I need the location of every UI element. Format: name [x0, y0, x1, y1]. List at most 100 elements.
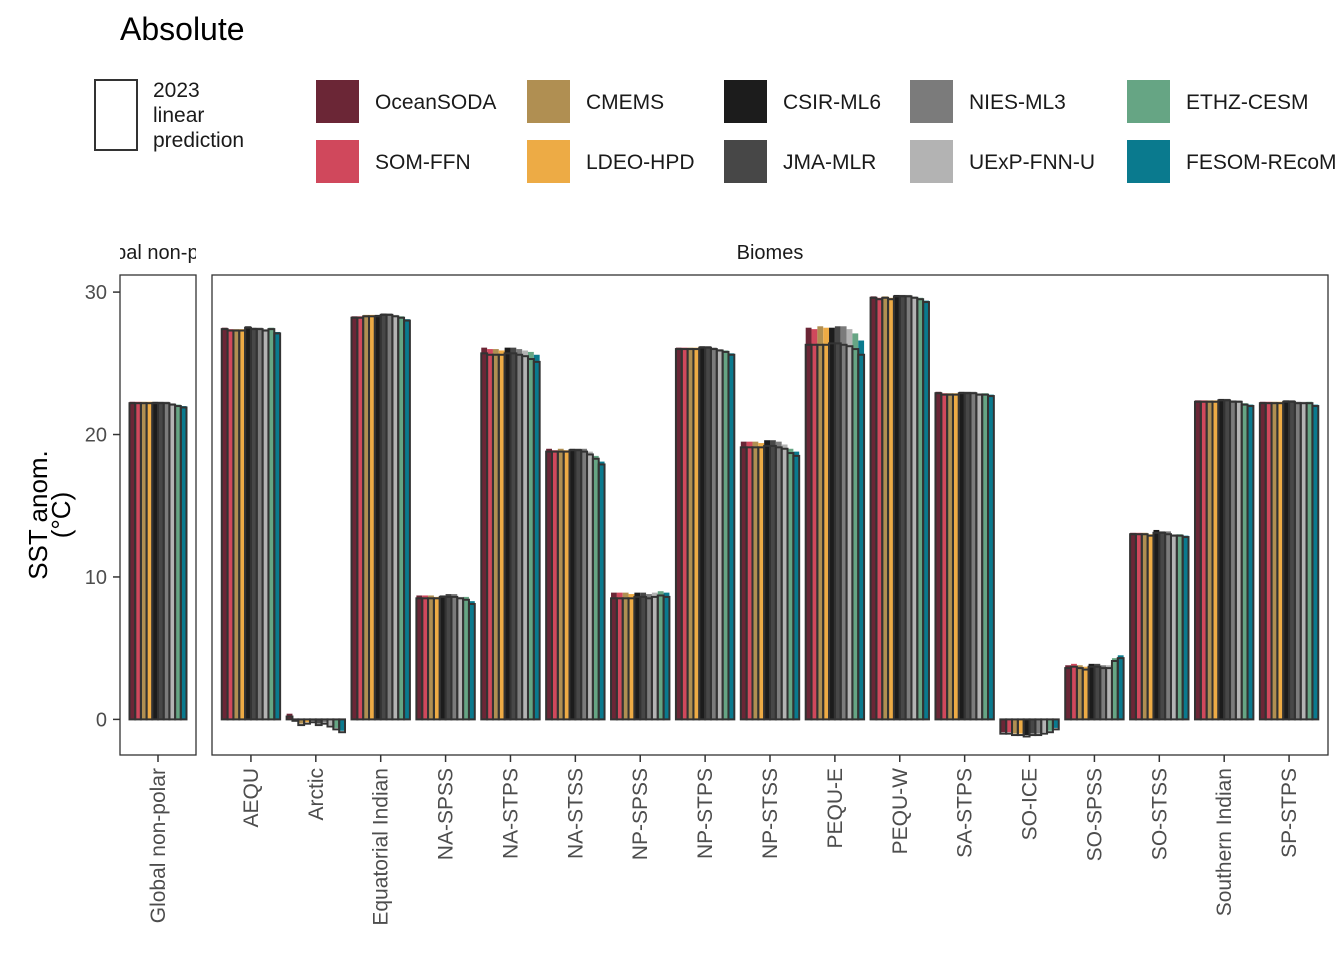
bar-actual: [363, 314, 370, 720]
bar-actual: [1065, 665, 1072, 720]
legend-label: CMEMS: [586, 91, 664, 114]
bar-actual: [752, 441, 759, 720]
bar-prediction-outline: [727, 353, 736, 721]
bar-actual: [180, 406, 187, 720]
bar-actual: [581, 448, 588, 720]
legend-swatch: [724, 80, 767, 123]
y-axis-title: SST anom. (°C): [23, 450, 76, 580]
legend-label: SOM-FFN: [375, 151, 471, 174]
bar-actual: [1247, 404, 1254, 720]
outline-legend-key: [94, 79, 138, 151]
x-tick-label: SA-STPS: [954, 768, 977, 858]
outline-legend-line1: 2023: [153, 79, 200, 102]
category-group: [934, 391, 995, 721]
bar-actual: [1006, 719, 1013, 733]
bar-actual: [374, 314, 381, 720]
bar-actual: [746, 441, 753, 720]
bar-actual: [498, 350, 505, 720]
bar-actual: [598, 461, 605, 720]
x-tick-label: SO-STSS: [1148, 768, 1171, 860]
bar-actual: [941, 393, 948, 720]
legend-swatch: [724, 140, 767, 183]
bar-actual: [1259, 401, 1266, 720]
bar-actual: [1289, 400, 1295, 720]
category-group: [415, 594, 476, 721]
bar-actual: [522, 350, 528, 720]
bar-actual: [681, 347, 688, 720]
strip-label: Global non-polar: [84, 242, 232, 264]
bar-prediction-outline: [1051, 718, 1060, 731]
bar-actual: [829, 327, 835, 720]
bar-actual: [233, 329, 240, 720]
bar-actual: [1224, 398, 1231, 720]
bar-actual: [533, 354, 540, 720]
bar-actual: [398, 316, 405, 720]
bar-actual: [463, 596, 469, 720]
strip: Biomes: [737, 242, 804, 264]
bar-actual: [268, 327, 275, 720]
bar-actual: [976, 393, 983, 720]
bar-actual: [457, 596, 464, 720]
x-tick-label: NP-STPS: [694, 768, 717, 859]
bar-actual: [433, 596, 440, 720]
facet-panel: Biomes AEQU Arctic Equatorial Indian NA-SPSS…: [211, 242, 1329, 926]
bar-actual: [1135, 532, 1142, 720]
bar-actual: [1235, 400, 1242, 720]
bar-actual: [1071, 663, 1077, 720]
legend-label: FESOM-REcoM: [1186, 151, 1337, 174]
bars: [220, 294, 1320, 738]
x-tick-label: Equatorial Indian: [370, 768, 393, 926]
bar-prediction-outline: [179, 406, 188, 721]
bar-actual: [304, 719, 310, 723]
bar-actual: [787, 448, 794, 720]
bar-prediction-outline: [532, 360, 541, 721]
bar-actual: [1012, 719, 1018, 734]
bar-actual: [758, 443, 765, 720]
bar-prediction-outline: [662, 595, 671, 721]
bar-actual: [516, 349, 523, 720]
bar-actual: [840, 326, 847, 720]
y-axis: 0 10 20 30: [85, 282, 120, 731]
outline-legend-line2: linear: [153, 104, 204, 127]
bar-actual: [510, 347, 517, 720]
x-tick-label: AEQU: [240, 768, 263, 828]
strip: Global non-polar: [84, 242, 232, 264]
bar-prediction-outline: [1181, 536, 1190, 721]
y-axis-title-line2: (°C): [46, 492, 76, 539]
legend-label: ETHZ-CESM: [1186, 91, 1309, 114]
bar-actual: [728, 353, 735, 720]
bar-actual: [1277, 401, 1284, 720]
bar-actual: [592, 455, 599, 720]
bar-actual: [451, 594, 458, 720]
legend-item: ETHZ-CESM: [1127, 80, 1309, 123]
x-tick-label: NP-SPSS: [629, 768, 652, 860]
x-tick-label: Arctic: [305, 768, 328, 821]
legend-item: FESOM-REcoM: [1127, 140, 1337, 183]
bar-actual: [1000, 719, 1007, 733]
category-group: [804, 326, 866, 721]
bar-actual: [616, 592, 623, 720]
legend-label: OceanSODA: [375, 91, 496, 114]
bar-actual: [622, 592, 629, 720]
bar-actual: [468, 601, 475, 720]
legend-label: NIES-ML3: [969, 91, 1066, 114]
category-group: [869, 294, 930, 721]
bar-actual: [1147, 534, 1154, 720]
legend-swatch: [910, 80, 953, 123]
x-tick-label: SO-ICE: [1019, 768, 1042, 840]
legend-label: LDEO-HPD: [586, 151, 695, 174]
plot-area: Global non-polar Global non-polar Biomes AE…: [84, 242, 1329, 926]
bar-prediction-outline: [285, 715, 294, 721]
category-group: [480, 347, 541, 721]
bar-actual: [351, 316, 358, 720]
bar-actual: [846, 329, 853, 720]
outline-legend: 2023 linear prediction: [94, 79, 244, 152]
bar-prediction-outline: [597, 463, 606, 721]
bar-actual: [557, 448, 564, 720]
bar-actual: [274, 331, 281, 720]
bar-actual: [1159, 531, 1166, 720]
legend-swatch: [527, 80, 570, 123]
bar-actual: [651, 592, 658, 720]
bar-actual: [1029, 719, 1036, 734]
bar-actual: [546, 448, 552, 720]
